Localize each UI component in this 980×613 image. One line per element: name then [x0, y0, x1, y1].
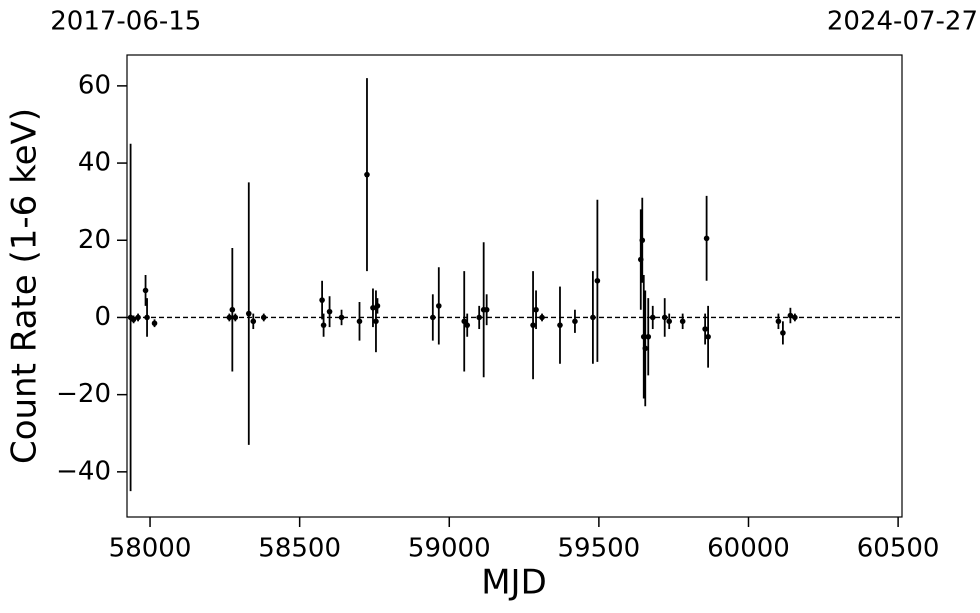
data-point	[775, 318, 782, 325]
x-tick-label: 59000	[408, 534, 491, 564]
data-point	[245, 310, 252, 317]
data-point	[649, 314, 656, 321]
data-point	[642, 345, 649, 352]
data-point	[539, 314, 545, 321]
plot-frame	[126, 54, 903, 518]
y-tick-label: −20	[56, 379, 111, 409]
x-axis-label: MJD	[481, 563, 547, 603]
data-point	[370, 305, 376, 311]
data-point	[250, 318, 257, 325]
data-point	[326, 308, 333, 315]
data-point	[232, 314, 239, 321]
data-point	[679, 318, 686, 325]
data-point	[364, 171, 370, 178]
data-point	[483, 306, 490, 313]
top-date-label: 2024-07-27	[827, 7, 978, 37]
y-tick-label: 20	[78, 225, 111, 255]
data-point	[338, 314, 345, 321]
data-point	[142, 287, 149, 294]
data-point	[130, 316, 137, 323]
y-axis-label: Count Rate (1-6 keV)	[5, 108, 45, 464]
data-point	[557, 322, 563, 328]
data-point	[780, 330, 786, 336]
data-point	[320, 322, 327, 328]
x-tick-label: 58000	[109, 534, 192, 564]
data-point	[645, 333, 652, 340]
x-tick-label: 58500	[258, 534, 341, 564]
y-tick-label: 0	[94, 302, 111, 332]
data-point	[594, 277, 601, 284]
data-point	[373, 318, 379, 325]
data-point	[530, 322, 536, 328]
data-point	[151, 320, 158, 327]
y-tick-label: 40	[78, 148, 111, 178]
x-tick-label: 59500	[558, 534, 641, 564]
data-point	[572, 318, 578, 325]
data-point	[639, 237, 646, 244]
data-point	[792, 314, 798, 321]
data-point	[229, 306, 236, 313]
y-tick-label: 60	[78, 70, 111, 100]
data-point	[787, 312, 794, 319]
data-point	[702, 326, 708, 332]
y-tick-label: −40	[56, 456, 111, 486]
data-point	[319, 297, 325, 303]
data-point	[144, 314, 150, 321]
data-point	[666, 318, 673, 325]
data-point	[464, 322, 471, 328]
data-point	[705, 333, 711, 340]
data-point	[356, 318, 363, 325]
data-point	[533, 306, 539, 313]
data-point	[435, 303, 442, 309]
data-point	[461, 318, 468, 325]
data-point	[226, 314, 233, 321]
data-point	[661, 314, 668, 321]
data-point	[135, 314, 141, 321]
data-point	[260, 314, 267, 321]
data-point	[430, 314, 436, 321]
data-point	[476, 314, 482, 321]
data-point	[590, 314, 596, 321]
x-tick-label: 60500	[857, 534, 940, 564]
x-tick-label: 60000	[707, 534, 790, 564]
data-point	[703, 235, 710, 242]
data-point	[374, 303, 381, 309]
top-date-label: 2017-06-15	[50, 7, 201, 37]
